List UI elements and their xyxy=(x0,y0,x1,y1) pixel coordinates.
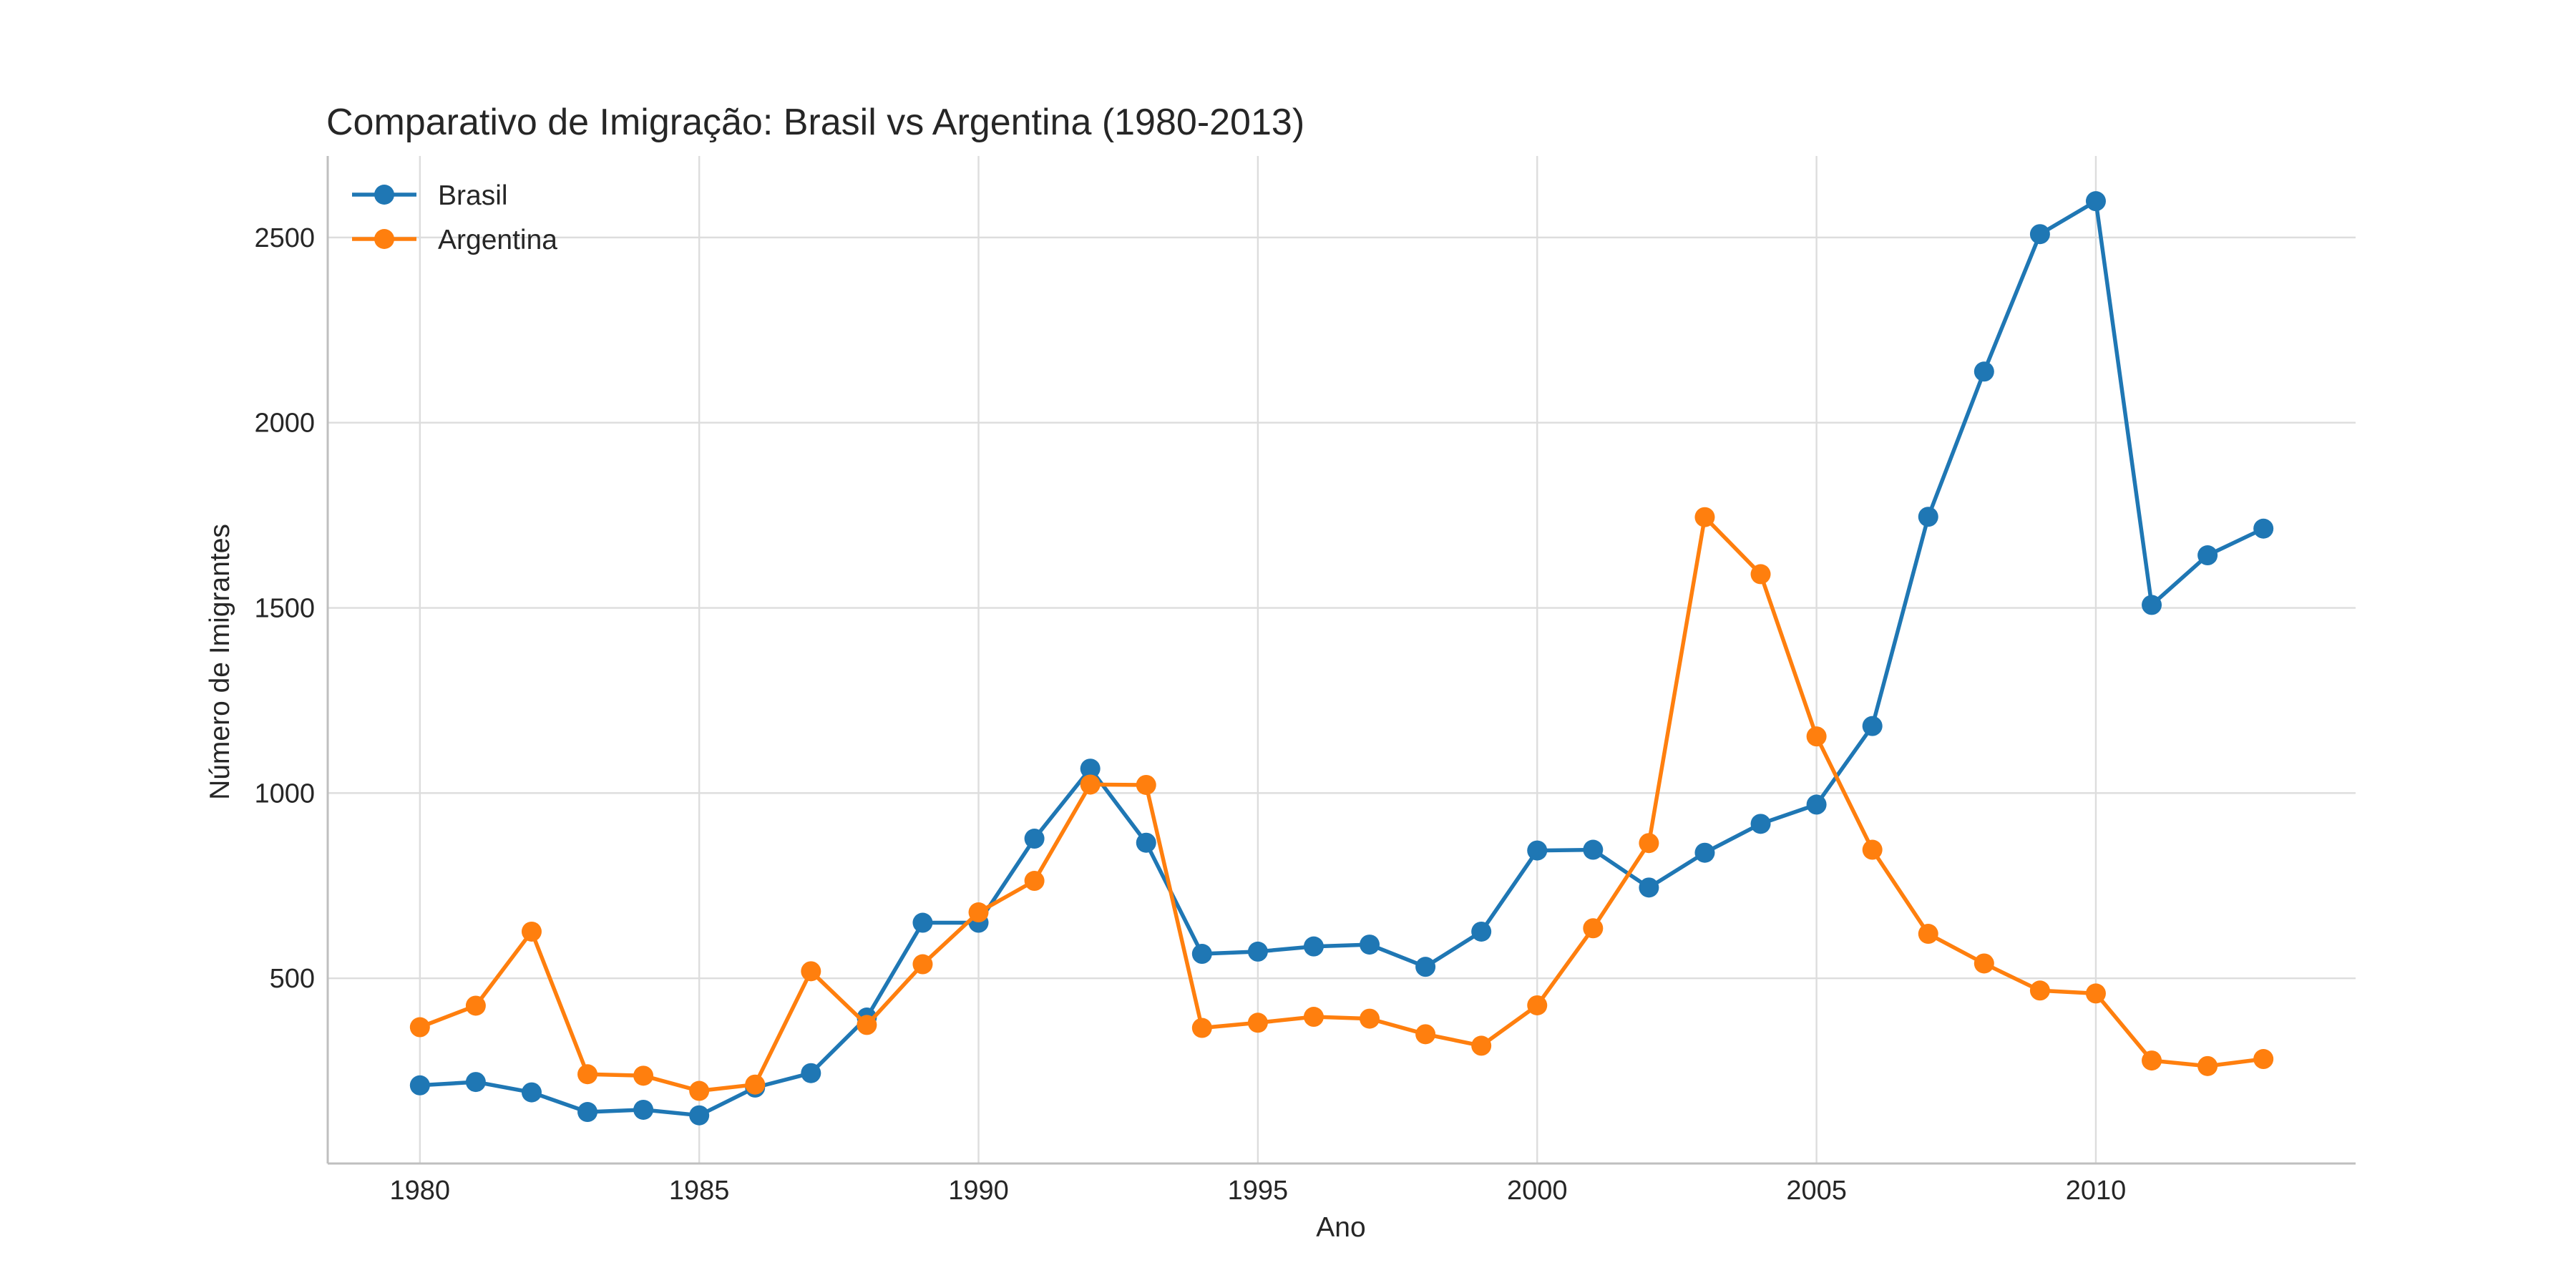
y-axis-label: Número de Imigrantes xyxy=(205,524,235,800)
data-point-argentina xyxy=(1918,924,1938,945)
data-point-argentina xyxy=(577,1064,598,1085)
data-point-brasil xyxy=(1191,944,1212,965)
x-tick-label: 2005 xyxy=(1786,1176,1847,1206)
data-point-argentina xyxy=(1527,995,1548,1015)
data-point-brasil xyxy=(1806,794,1827,815)
data-point-argentina xyxy=(521,921,542,942)
x-tick-label: 1995 xyxy=(1228,1176,1289,1206)
data-point-brasil xyxy=(1024,829,1045,849)
data-point-brasil xyxy=(633,1099,654,1120)
data-point-argentina xyxy=(968,902,989,923)
data-point-argentina xyxy=(1415,1024,1436,1045)
y-tick-label: 2000 xyxy=(254,409,315,439)
data-point-brasil xyxy=(1080,758,1101,779)
data-point-brasil xyxy=(1136,832,1156,853)
y-tick-label: 1500 xyxy=(254,594,315,624)
legend-item-brasil: Brasil xyxy=(352,180,508,211)
data-point-argentina xyxy=(801,961,821,982)
data-point-brasil xyxy=(577,1102,598,1123)
data-point-argentina xyxy=(2085,983,2106,1004)
series-brasil xyxy=(409,191,2274,1126)
legend-marker-argentina xyxy=(374,229,394,249)
data-point-argentina xyxy=(633,1065,654,1086)
x-tick-label: 1980 xyxy=(390,1176,451,1206)
data-point-brasil xyxy=(1750,814,1771,834)
data-point-argentina xyxy=(1360,1008,1380,1029)
data-point-argentina xyxy=(857,1015,877,1035)
data-point-brasil xyxy=(521,1082,542,1103)
data-point-brasil xyxy=(1974,361,1994,382)
chart-title: Comparativo de Imigração: Brasil vs Arge… xyxy=(326,102,1304,143)
data-point-brasil xyxy=(1360,935,1380,955)
data-point-argentina xyxy=(1694,507,1715,527)
data-point-brasil xyxy=(2085,191,2106,212)
data-point-brasil xyxy=(1471,921,1492,942)
data-point-argentina xyxy=(1471,1035,1492,1056)
x-tick-label: 2000 xyxy=(1507,1176,1568,1206)
x-tick-label: 2010 xyxy=(2066,1176,2127,1206)
data-point-argentina xyxy=(745,1074,766,1095)
data-point-brasil xyxy=(2029,224,2050,245)
data-point-argentina xyxy=(1639,833,1659,854)
data-point-brasil xyxy=(2142,595,2162,615)
data-point-brasil xyxy=(1415,957,1436,977)
y-tick-label: 500 xyxy=(270,964,315,994)
axes: 1980 1985 1990 1995 2000 2005 2010 500 1000 1500 2… xyxy=(254,156,2356,1206)
data-point-argentina xyxy=(689,1080,710,1101)
data-point-brasil xyxy=(1862,716,1883,736)
data-point-argentina xyxy=(2142,1050,2162,1071)
data-point-argentina xyxy=(465,995,486,1016)
x-tick-label: 1990 xyxy=(948,1176,1009,1206)
data-point-brasil xyxy=(912,912,933,933)
series-group xyxy=(409,191,2274,1126)
data-point-brasil xyxy=(801,1063,821,1083)
data-point-argentina xyxy=(1862,839,1883,860)
data-point-argentina xyxy=(1583,918,1604,939)
data-point-argentina xyxy=(2253,1049,2274,1070)
data-point-brasil xyxy=(409,1075,430,1096)
data-point-argentina xyxy=(2197,1055,2218,1076)
legend-label-argentina: Argentina xyxy=(438,225,557,255)
data-point-argentina xyxy=(409,1017,430,1038)
data-point-argentina xyxy=(912,954,933,975)
data-point-brasil xyxy=(1303,936,1324,957)
data-point-argentina xyxy=(1750,564,1771,585)
data-point-brasil xyxy=(2253,518,2274,539)
data-point-brasil xyxy=(465,1072,486,1093)
y-tick-label: 2500 xyxy=(254,223,315,253)
series-line-brasil xyxy=(418,199,2265,1118)
x-tick-label: 1985 xyxy=(669,1176,730,1206)
data-point-argentina xyxy=(1247,1013,1268,1033)
data-point-brasil xyxy=(1583,839,1604,860)
data-point-brasil xyxy=(2197,545,2218,566)
data-point-argentina xyxy=(1024,871,1045,892)
data-point-argentina xyxy=(1191,1018,1212,1038)
legend-item-argentina: Argentina xyxy=(352,225,557,255)
data-point-argentina xyxy=(1080,774,1101,795)
data-point-argentina xyxy=(2029,980,2050,1001)
series-line-argentina xyxy=(418,514,2265,1093)
data-point-brasil xyxy=(1694,842,1715,863)
y-tick-label: 1000 xyxy=(254,779,315,809)
series-argentina xyxy=(409,507,2274,1101)
x-axis-label: Ano xyxy=(1316,1212,1365,1243)
data-point-argentina xyxy=(1136,774,1156,795)
grid xyxy=(328,156,2356,1163)
data-point-argentina xyxy=(1806,726,1827,747)
data-point-brasil xyxy=(1247,941,1268,962)
data-point-brasil xyxy=(1639,877,1659,898)
legend-label-brasil: Brasil xyxy=(438,180,508,211)
legend: Brasil Argentina xyxy=(352,180,557,255)
legend-marker-brasil xyxy=(374,185,394,205)
data-point-argentina xyxy=(1303,1007,1324,1028)
data-point-argentina xyxy=(1974,953,1994,974)
data-point-brasil xyxy=(1918,507,1938,527)
data-point-brasil xyxy=(1527,840,1548,861)
data-point-brasil xyxy=(689,1105,710,1126)
